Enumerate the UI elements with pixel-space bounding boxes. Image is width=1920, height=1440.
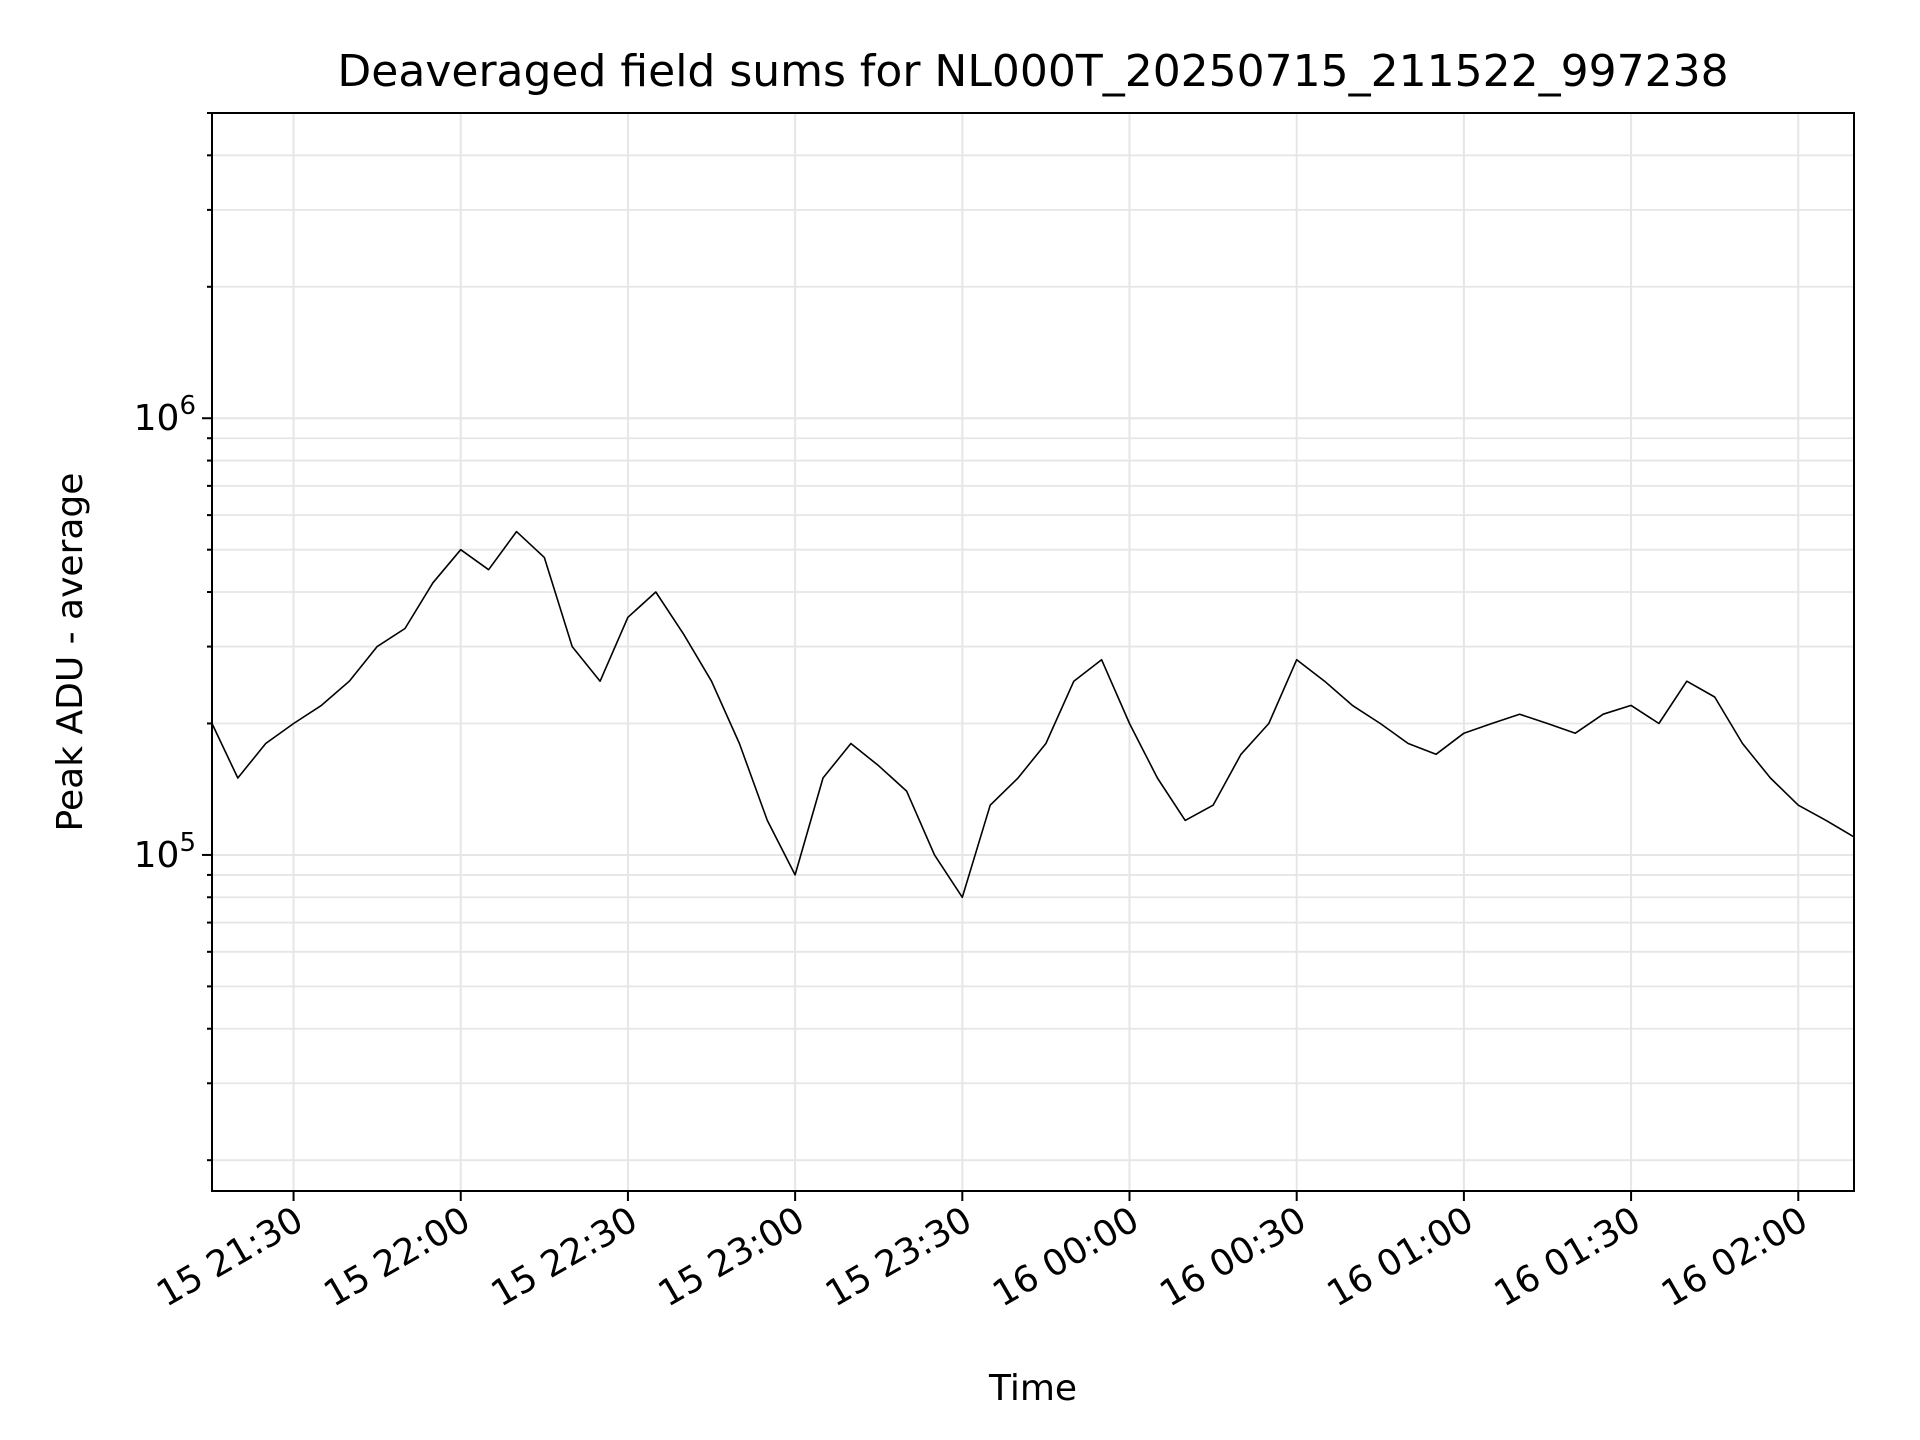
plot-frame bbox=[211, 112, 1855, 1192]
x-axis-label: Time bbox=[988, 1368, 1077, 1409]
y-tick-label: 106 bbox=[134, 391, 196, 439]
data-series bbox=[211, 530, 1855, 899]
y-axis-label: Peak ADU - average bbox=[50, 473, 91, 832]
y-tick-label: 105 bbox=[134, 828, 196, 876]
series-line bbox=[211, 530, 1855, 899]
chart-title: Deaveraged field sums for NL000T_2025071… bbox=[337, 46, 1728, 97]
